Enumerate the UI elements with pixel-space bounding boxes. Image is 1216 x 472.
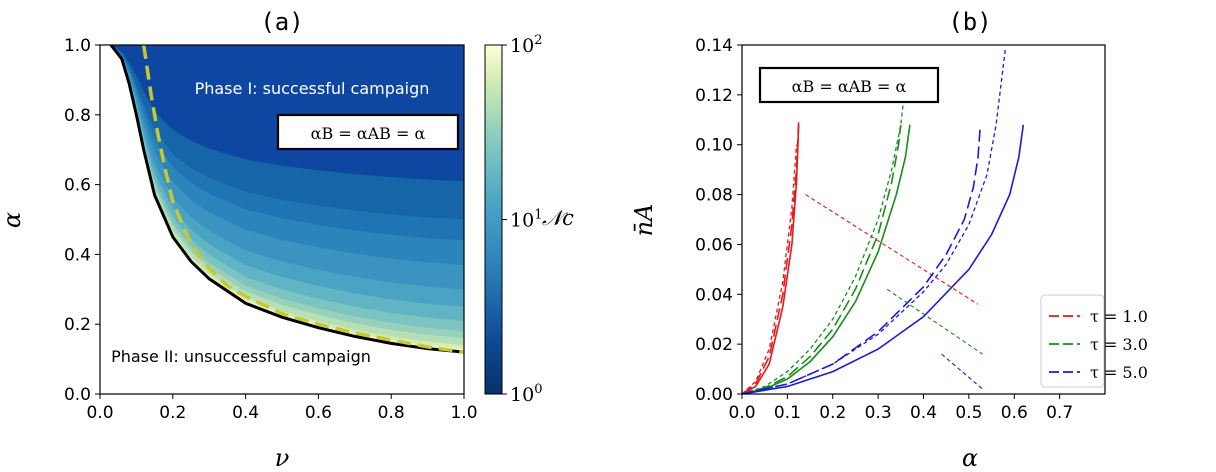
- colorbar-label: 𝒩c: [542, 206, 574, 230]
- y-tick-label: 0.8: [64, 106, 91, 126]
- legend-label: τ = 5.0: [1090, 363, 1148, 382]
- curves: [742, 49, 1025, 394]
- x-tick-label: 0.0: [728, 403, 755, 423]
- y-tick-label: 0.10: [695, 136, 733, 156]
- y-tick-label: 0.02: [695, 335, 733, 355]
- alpha-equality-text: αB = αAB = α: [311, 124, 426, 143]
- x-tick-label: 0.4: [232, 403, 259, 423]
- phase-boundaries: [109, 45, 464, 354]
- x-tick-label: 0.2: [819, 403, 846, 423]
- boundary-dashed-line: [141, 45, 464, 354]
- y-tick-label: 0.00: [695, 385, 733, 405]
- y-tick-label: 0.6: [64, 176, 91, 196]
- y-tick-label: 0.04: [695, 285, 733, 305]
- series-2-solid-curve: [742, 124, 911, 394]
- series-1-guide-line: [805, 194, 979, 305]
- heatmap-band: [111, 38, 471, 45]
- boundary-solid-line: [109, 45, 464, 354]
- alpha-equality-box-b: [758, 66, 940, 104]
- series-3-solid-curve: [742, 124, 1025, 394]
- panel-a: (a) 0.0 0.2 0.4 0.6 0.8 1.0 0.0 0.2 0.4 0.6 0.8 1.…: [0, 8, 574, 472]
- series-3-guide-line: [941, 353, 983, 390]
- panel-a-title: (a): [260, 8, 303, 36]
- y-tick-label: 0.14: [695, 36, 733, 56]
- panel-b-x-ticks: 0.0 0.1 0.2 0.3 0.4 0.5 0.6 0.7: [728, 394, 1073, 423]
- series-1-solid-curve: [742, 124, 800, 394]
- x-tick-label: 0.7: [1046, 403, 1073, 423]
- y-tick-label: 0.2: [64, 315, 91, 335]
- panel-a-ylabel: α: [0, 212, 26, 228]
- series-3-dotted-curve: [742, 49, 1006, 394]
- colorbar-ticks: 100 101 102: [502, 33, 542, 406]
- x-tick-label: 0.1: [774, 403, 801, 423]
- alpha-equality-box: [276, 113, 460, 151]
- y-tick-label: 0.08: [695, 186, 733, 206]
- panel-a-frame: [99, 44, 465, 395]
- y-tick-label: 1.0: [64, 36, 91, 56]
- panel-b-title: (b): [948, 8, 991, 36]
- colorbar-tick-label: 101: [510, 208, 542, 232]
- colorbar-tick-label: 100: [510, 382, 542, 406]
- phase2-label: Phase II: unsuccessful campaign: [111, 347, 371, 366]
- colorbar: [484, 44, 503, 395]
- colorbar-tick-label: 102: [510, 33, 542, 57]
- x-tick-label: 1.0: [450, 403, 477, 423]
- panel-b-y-ticks: 0.00 0.02 0.04 0.06 0.08 0.10 0.12 0.14: [695, 36, 742, 405]
- y-tick-label: 0.12: [695, 86, 733, 106]
- alpha-equality-text-b: αB = αAB = α: [792, 77, 907, 96]
- legend: τ = 1.0 τ = 3.0 τ = 5.0: [1040, 294, 1148, 388]
- phase1-label: Phase I: successful campaign: [195, 79, 430, 98]
- y-tick-label: 0.06: [695, 235, 733, 255]
- x-tick-label: 0.3: [865, 403, 892, 423]
- y-tick-label: 0.4: [64, 245, 91, 265]
- x-tick-label: 0.5: [955, 403, 982, 423]
- panel-a-y-ticks: 0.0 0.2 0.4 0.6 0.8 1.0: [64, 36, 100, 405]
- series-1-dashed-curve: [742, 119, 800, 394]
- panel-a-xlabel: ν: [275, 444, 290, 472]
- x-tick-label: 0.4: [910, 403, 937, 423]
- series-2-guide-line: [886, 288, 983, 355]
- y-tick-label: 0.0: [64, 385, 91, 405]
- x-tick-label: 0.2: [159, 403, 186, 423]
- series-1-dotted-curve: [742, 144, 798, 394]
- panel-b: (b) 0.0 0.1 0.2 0.3 0.4 0.5 0.6 0.7 0.000.020.0…: [630, 8, 1148, 472]
- panel-a-x-ticks: 0.0 0.2 0.4 0.6 0.8 1.0: [86, 394, 478, 423]
- legend-label: τ = 1.0: [1090, 307, 1148, 326]
- panel-b-xlabel: α: [962, 444, 978, 472]
- x-tick-label: 0.8: [378, 403, 405, 423]
- legend-label: τ = 3.0: [1090, 335, 1148, 354]
- x-tick-label: 0.6: [1001, 403, 1028, 423]
- legend-box: [1040, 294, 1105, 388]
- series-2-dashed-curve: [742, 124, 902, 394]
- x-tick-label: 0.6: [305, 403, 332, 423]
- x-tick-label: 0.0: [86, 403, 113, 423]
- panel-b-ylabel: n̄A: [630, 204, 658, 237]
- series-2-dotted-curve: [742, 84, 907, 394]
